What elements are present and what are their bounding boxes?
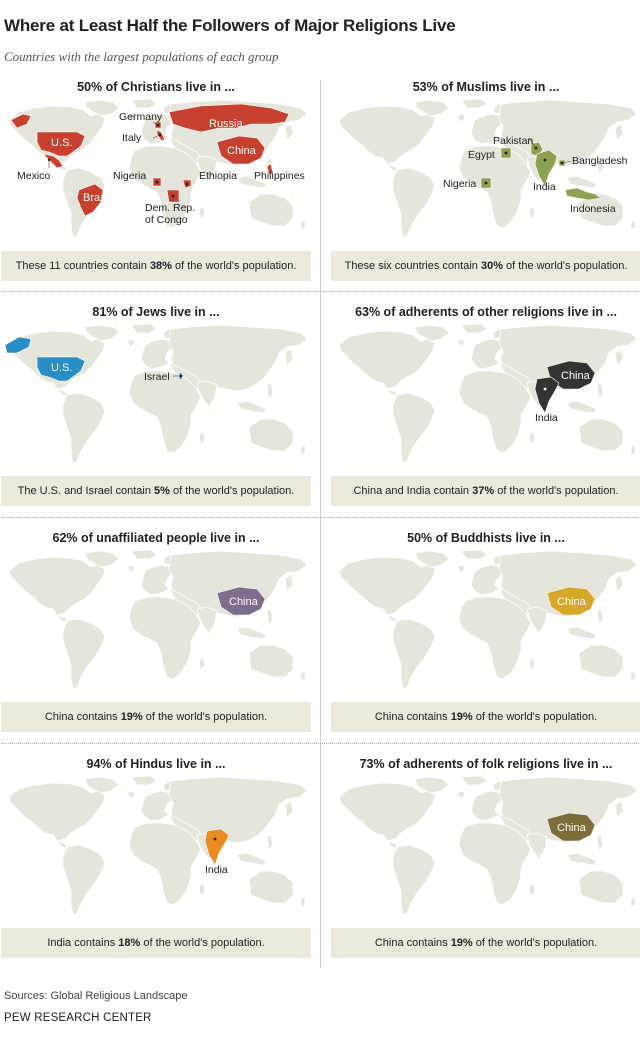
label-drc-line2: of Congo xyxy=(145,214,188,226)
panel-christians: 50% of Christians live in ... U.S. Russi… xyxy=(1,76,311,291)
label-mexico: Mexico xyxy=(17,170,50,182)
label-china: China xyxy=(557,596,587,608)
label-philippines: Philippines xyxy=(254,170,305,182)
panel-note: The U.S. and Israel contain 5% of the wo… xyxy=(1,476,311,506)
panel-heading: 53% of Muslims live in ... xyxy=(412,80,560,94)
label-egypt: Egypt xyxy=(468,149,495,161)
country-us-alaska xyxy=(10,113,32,129)
panel-heading: 62% of unaffiliated people live in ... xyxy=(52,531,260,545)
label-us: U.S. xyxy=(51,137,72,149)
panel-note: These 11 countries contain 38% of the wo… xyxy=(1,251,311,281)
label-china: China xyxy=(227,145,257,157)
note-percent: 18% xyxy=(118,937,141,949)
row-divider xyxy=(1,517,639,518)
page-subtitle: Countries with the largest populations o… xyxy=(4,49,279,64)
label-germany: Germany xyxy=(119,111,163,123)
panel-heading: 50% of Christians live in ... xyxy=(77,80,235,94)
panel-note: China contains 19% of the world's popula… xyxy=(1,702,311,732)
country-china xyxy=(546,812,596,842)
panel-note: India contains 18% of the world's popula… xyxy=(1,928,311,958)
country-china xyxy=(216,586,266,616)
label-bangladesh: Bangladesh xyxy=(572,155,628,167)
panel-unaffiliated: 62% of unaffiliated people live in ... C… xyxy=(1,527,311,742)
map-other-religions: China India xyxy=(338,323,638,464)
source-note: Sources: Global Religious Landscape xyxy=(4,990,188,1002)
label-nigeria: Nigeria xyxy=(443,178,476,190)
panel-buddhists: 50% of Buddhists live in ... China China… xyxy=(331,527,640,742)
label-china: China xyxy=(229,596,259,608)
note-percent: 19% xyxy=(450,711,473,723)
note-percent: 37% xyxy=(472,485,495,497)
label-brazil: Brazil xyxy=(83,192,111,204)
map-hindus: India xyxy=(8,775,308,916)
label-drc-line1: Dem. Rep. xyxy=(145,202,195,214)
label-russia: Russia xyxy=(209,118,244,130)
org-credit: PEW RESEARCH CENTER xyxy=(4,1012,152,1024)
map-muslims: Pakistan Egypt Bangladesh Nigeria India … xyxy=(338,98,638,239)
panel-heading: 50% of Buddhists live in ... xyxy=(407,531,565,545)
map-buddhists: China xyxy=(338,549,638,690)
note-percent: 38% xyxy=(149,260,172,272)
panel-other-religions: 63% of adherents of other religions live… xyxy=(331,301,640,516)
label-us: U.S. xyxy=(51,362,72,374)
panel-folk-religions: 73% of adherents of folk religions live … xyxy=(331,753,640,968)
label-israel: Israel xyxy=(144,371,170,383)
label-china: China xyxy=(561,370,591,382)
panel-jews: 81% of Jews live in ... U.S. Israel The … xyxy=(1,301,311,516)
panel-heading: 73% of adherents of folk religions live … xyxy=(359,757,613,771)
country-india xyxy=(534,376,560,414)
label-italy: Italy xyxy=(122,132,142,144)
label-indonesia: Indonesia xyxy=(570,203,616,215)
row-divider xyxy=(1,743,639,744)
panel-heading: 81% of Jews live in ... xyxy=(92,305,220,319)
note-percent: 5% xyxy=(154,485,170,497)
map-folk-religions: China xyxy=(338,775,638,916)
label-pakistan: Pakistan xyxy=(493,135,533,147)
panel-note: China contains 19% of the world's popula… xyxy=(331,928,640,958)
country-us-alaska xyxy=(4,336,32,354)
map-jews: U.S. Israel xyxy=(4,323,308,464)
label-india: India xyxy=(535,412,558,424)
panel-heading: 63% of adherents of other religions live… xyxy=(355,305,617,319)
panel-muslims: 53% of Muslims live in ... Pakistan Egyp… xyxy=(331,76,640,291)
panel-note: These six countries contain 30% of the w… xyxy=(331,251,640,281)
label-china: China xyxy=(557,822,587,834)
country-indonesia xyxy=(564,187,602,201)
country-brazil xyxy=(76,183,104,217)
label-india: India xyxy=(533,181,556,193)
country-india xyxy=(534,149,558,187)
note-percent: 30% xyxy=(480,260,503,272)
country-china xyxy=(216,135,266,165)
panel-note: China and India contain 37% of the world… xyxy=(331,476,640,506)
label-india: India xyxy=(205,864,228,876)
country-india xyxy=(204,828,230,866)
map-christians: U.S. Russia China Brazil Germany Italy M… xyxy=(8,98,308,239)
panel-hindus: 94% of Hindus live in ... India India co… xyxy=(1,753,311,968)
country-china xyxy=(546,586,596,616)
page-title: Where at Least Half the Followers of Maj… xyxy=(4,16,456,35)
country-us xyxy=(36,356,86,382)
country-us xyxy=(36,131,86,157)
country-russia xyxy=(168,103,290,133)
highlighted-countries xyxy=(534,360,596,414)
highlighted-countries xyxy=(480,141,602,201)
highlighted-countries xyxy=(4,336,183,382)
label-ethiopia: Ethiopia xyxy=(199,170,237,182)
label-nigeria: Nigeria xyxy=(113,170,146,182)
panel-heading: 94% of Hindus live in ... xyxy=(86,757,226,771)
row-divider xyxy=(1,291,639,292)
country-philippines xyxy=(266,163,274,175)
panel-note: China contains 19% of the world's popula… xyxy=(331,702,640,732)
map-unaffiliated: China xyxy=(8,549,308,690)
note-percent: 19% xyxy=(120,711,143,723)
vertical-divider xyxy=(320,80,321,968)
note-percent: 19% xyxy=(450,937,473,949)
